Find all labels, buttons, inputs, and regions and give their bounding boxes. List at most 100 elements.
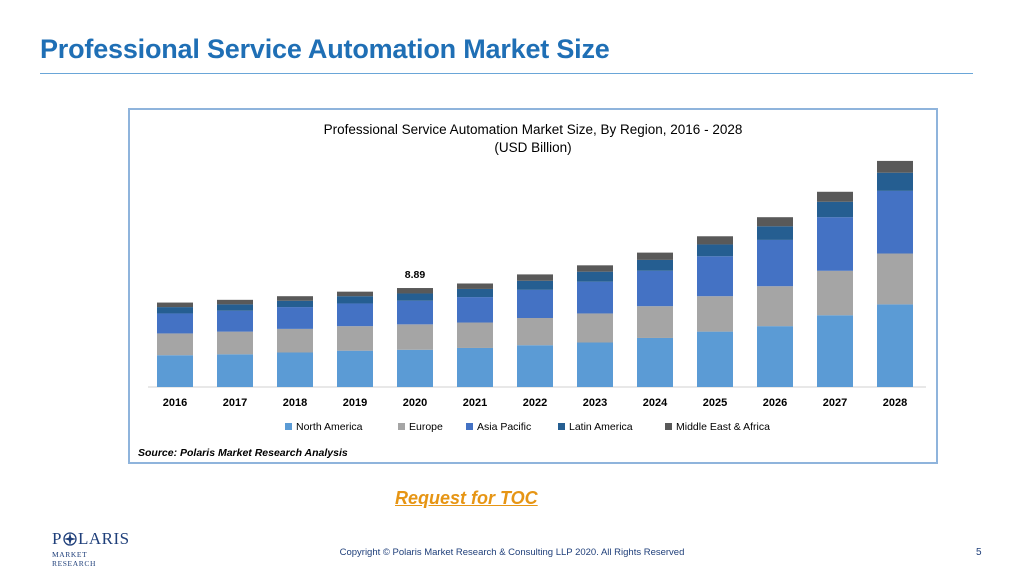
bar-2019-north-america — [337, 350, 373, 387]
bar-2026-asia-pacific — [757, 239, 793, 287]
bar-2021-europe — [457, 322, 493, 348]
bar-2025-middle-east-africa — [697, 236, 733, 245]
x-tick-label: 2026 — [763, 397, 787, 409]
legend-swatch — [558, 423, 565, 430]
bar-2025-asia-pacific — [697, 256, 733, 297]
bar-2027-latin-america — [817, 201, 853, 218]
bar-2020-middle-east-africa — [397, 288, 433, 294]
bar-2026-latin-america — [757, 226, 793, 240]
bar-2022-asia-pacific — [517, 289, 553, 318]
page-number: 5 — [976, 547, 982, 558]
annotations: 8.89 — [405, 269, 426, 281]
bar-2024-europe — [637, 306, 673, 338]
legend-swatch — [665, 423, 672, 430]
bar-2016-europe — [157, 333, 193, 356]
legend-item: Europe — [398, 421, 443, 433]
bar-2020-europe — [397, 324, 433, 350]
bar-2024-north-america — [637, 337, 673, 387]
bar-2025-latin-america — [697, 244, 733, 257]
logo-wordmark: P LARIS — [52, 529, 130, 548]
bar-2021-latin-america — [457, 288, 493, 298]
title-divider — [40, 73, 973, 74]
bar-2028-europe — [877, 253, 913, 305]
bar-2027-europe — [817, 270, 853, 316]
bar-2019-asia-pacific — [337, 303, 373, 327]
x-tick-label: 2023 — [583, 397, 607, 409]
bar-2019-middle-east-africa — [337, 291, 373, 297]
bar-2020-latin-america — [397, 293, 433, 301]
bar-2016-north-america — [157, 355, 193, 387]
legend: North America Europe Asia Pacific Latin Ame… — [285, 421, 770, 433]
x-tick-labels: 2016 2017 2018 2019 2020 2021 2022 2023 2024 2025… — [163, 397, 907, 409]
stacked-bar-chart: Professional Service Automation Market S… — [138, 122, 926, 459]
bar-2023-europe — [577, 313, 613, 343]
bar-2028-middle-east-africa — [877, 160, 913, 173]
bar-2017-europe — [217, 331, 253, 355]
legend-label: Middle East & Africa — [676, 421, 770, 433]
x-tick-label: 2017 — [223, 397, 247, 409]
bar-2016-asia-pacific — [157, 313, 193, 334]
bar-2025-europe — [697, 296, 733, 332]
bar-2022-latin-america — [517, 280, 553, 290]
legend-item: North America — [285, 421, 363, 433]
bar-2016-middle-east-africa — [157, 302, 193, 308]
slide-title: Professional Service Automation Market S… — [40, 34, 610, 64]
bar-2026-middle-east-africa — [757, 217, 793, 227]
x-tick-label: 2019 — [343, 397, 367, 409]
data-label: 8.89 — [405, 269, 426, 281]
bar-2027-north-america — [817, 315, 853, 387]
bar-2016-latin-america — [157, 307, 193, 314]
legend-swatch — [466, 423, 473, 430]
bar-2017-asia-pacific — [217, 310, 253, 332]
legend-swatch — [398, 423, 405, 430]
bar-2020-asia-pacific — [397, 300, 433, 325]
bar-2018-north-america — [277, 352, 313, 387]
bar-2021-middle-east-africa — [457, 283, 493, 289]
x-tick-label: 2020 — [403, 397, 427, 409]
polaris-logo: P LARIS MARKET RESEARCH — [52, 529, 132, 568]
bar-2024-asia-pacific — [637, 270, 673, 307]
bar-2017-latin-america — [217, 304, 253, 311]
request-toc-link[interactable]: Request for TOC — [395, 488, 538, 508]
bar-2018-latin-america — [277, 300, 313, 308]
bar-2018-asia-pacific — [277, 307, 313, 329]
bar-2022-north-america — [517, 345, 553, 387]
logo-tagline: MARKET RESEARCH — [52, 550, 96, 568]
bar-2027-middle-east-africa — [817, 191, 853, 202]
legend-item: Asia Pacific — [466, 421, 531, 433]
copyright-text: Copyright © Polaris Market Research & Co… — [339, 547, 685, 558]
bar-2022-europe — [517, 317, 553, 346]
x-tick-label: 2027 — [823, 397, 847, 409]
bar-2021-asia-pacific — [457, 297, 493, 323]
legend-label: Latin America — [569, 421, 633, 433]
chart-title: Professional Service Automation Market S… — [324, 122, 743, 137]
x-tick-label: 2025 — [703, 397, 727, 409]
x-tick-label: 2024 — [643, 397, 668, 409]
bar-2027-asia-pacific — [817, 217, 853, 271]
legend-label: Asia Pacific — [477, 421, 531, 433]
x-tick-label: 2022 — [523, 397, 547, 409]
legend-item: Middle East & Africa — [665, 421, 770, 433]
chart-source: Source: Polaris Market Research Analysis — [138, 447, 348, 459]
bar-2025-north-america — [697, 331, 733, 387]
x-tick-label: 2016 — [163, 397, 187, 409]
bar-2023-middle-east-africa — [577, 265, 613, 272]
bar-2020-north-america — [397, 349, 433, 387]
legend-label: North America — [296, 421, 363, 433]
compass-star-icon — [63, 531, 77, 546]
legend-swatch — [285, 423, 292, 430]
bar-2018-middle-east-africa — [277, 296, 313, 301]
bar-2024-latin-america — [637, 259, 673, 271]
bar-2023-latin-america — [577, 271, 613, 282]
bar-2023-north-america — [577, 342, 613, 387]
bar-2026-europe — [757, 286, 793, 327]
bar-2024-middle-east-africa — [637, 252, 673, 260]
chart-subtitle: (USD Billion) — [494, 140, 571, 155]
bar-2021-north-america — [457, 347, 493, 387]
legend-label: Europe — [409, 421, 443, 433]
bar-2017-middle-east-africa — [217, 299, 253, 305]
bar-2028-north-america — [877, 304, 913, 387]
bar-2028-asia-pacific — [877, 190, 913, 254]
x-tick-label: 2028 — [883, 397, 907, 409]
bar-2026-north-america — [757, 326, 793, 387]
